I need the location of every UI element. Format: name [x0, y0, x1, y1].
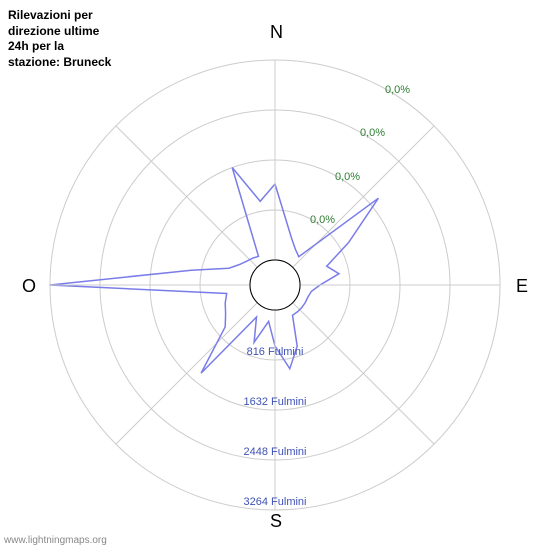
ring-count-label: 816 Fulmini: [247, 346, 304, 358]
compass-e: E: [516, 276, 528, 297]
ring-count-label: 1632 Fulmini: [244, 396, 307, 408]
compass-s: S: [270, 511, 282, 532]
ring-pct-label: 0,0%: [310, 214, 335, 226]
ring-pct-label: 0,0%: [335, 171, 360, 183]
compass-o: O: [22, 276, 36, 297]
ring-pct-label: 0,0%: [360, 127, 385, 139]
ring-count-label: 2448 Fulmini: [244, 446, 307, 458]
ring-pct-label: 0,0%: [385, 84, 410, 96]
chart-title: Rilevazioni per direzione ultime 24h per…: [8, 8, 118, 70]
polar-chart: [0, 0, 550, 550]
footer-credit: www.lightningmaps.org: [4, 535, 107, 546]
compass-n: N: [270, 22, 283, 43]
ring-count-label: 3264 Fulmini: [244, 496, 307, 508]
